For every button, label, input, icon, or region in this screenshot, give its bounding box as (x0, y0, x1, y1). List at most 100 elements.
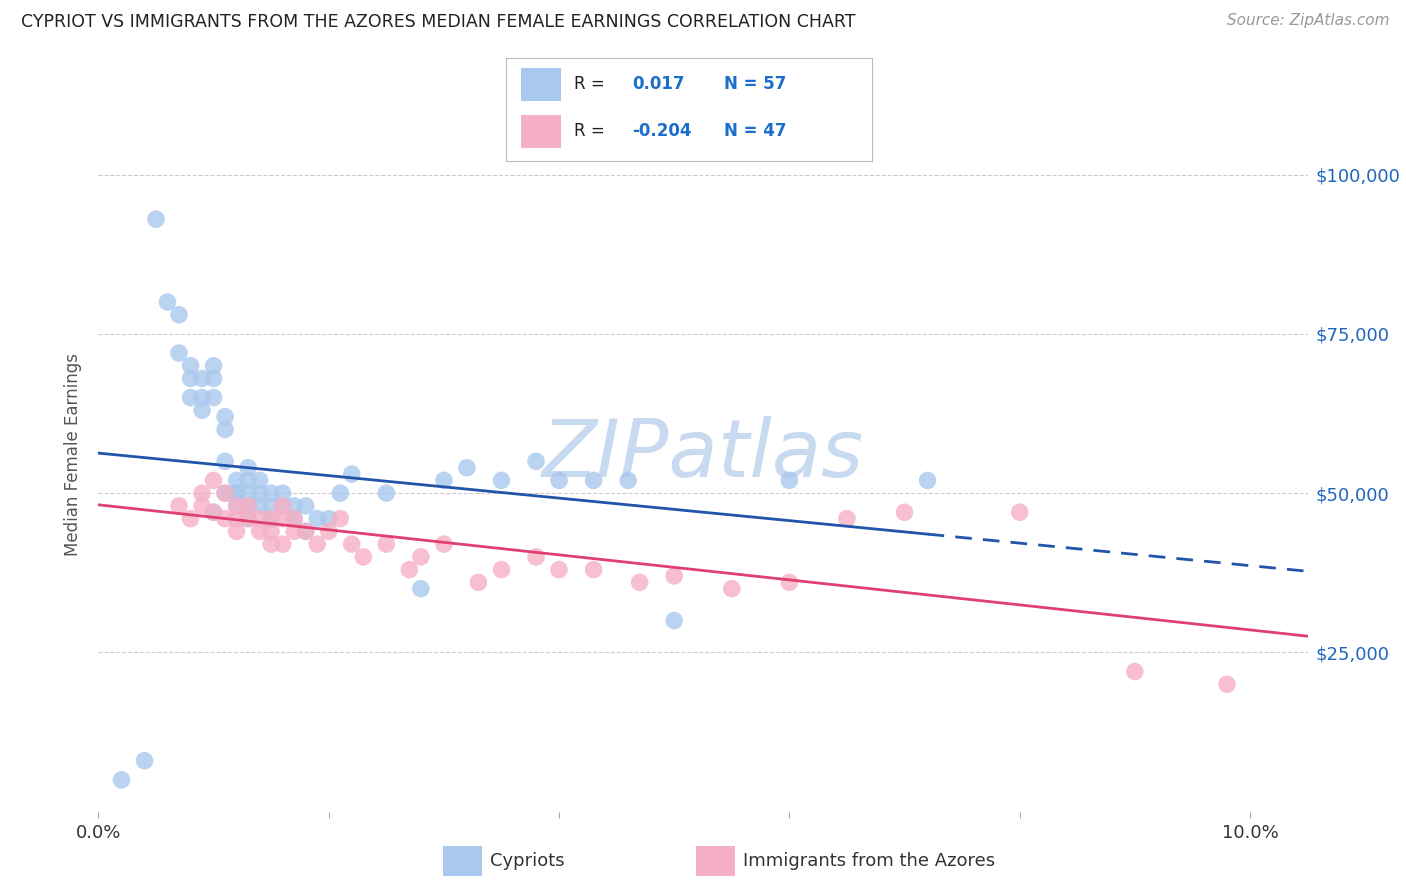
Point (307, 537, 329, 551)
Point (225, 499, 247, 513)
Point (433, 474, 456, 488)
Point (329, 511, 352, 525)
Point (375, 486, 398, 500)
Bar (443, 847, 481, 876)
Point (491, 474, 513, 488)
Point (202, 391, 225, 405)
Text: CYPRIOT VS IMMIGRANTS FROM THE AZORES MEDIAN FEMALE EARNINGS CORRELATION CHART: CYPRIOT VS IMMIGRANTS FROM THE AZORES ME… (21, 13, 856, 31)
Point (456, 460, 478, 475)
Point (249, 486, 271, 500)
Point (180, 371, 202, 385)
Point (214, 454, 236, 468)
Point (236, 511, 259, 525)
Point (307, 511, 329, 525)
Text: -0.204: -0.204 (633, 122, 692, 140)
Point (191, 499, 214, 513)
Point (778, 575, 800, 590)
Point (409, 582, 432, 596)
Point (225, 486, 247, 500)
Text: N = 47: N = 47 (724, 122, 786, 140)
Point (294, 499, 316, 513)
Point (433, 537, 456, 551)
Text: Source: ZipAtlas.com: Source: ZipAtlas.com (1226, 13, 1389, 29)
Point (260, 499, 283, 513)
Point (467, 575, 489, 590)
Text: ZIPatlas: ZIPatlas (541, 416, 865, 494)
Point (271, 537, 294, 551)
Point (524, 549, 547, 564)
Point (318, 524, 340, 539)
Y-axis label: Median Female Earnings: Median Female Earnings (65, 353, 83, 557)
Point (145, 212, 167, 227)
Point (180, 511, 202, 525)
Point (582, 474, 605, 488)
Point (214, 511, 236, 525)
Point (236, 474, 259, 488)
Point (249, 474, 271, 488)
Point (225, 474, 247, 488)
Point (283, 499, 305, 513)
Bar (696, 847, 735, 876)
Point (1216, 677, 1239, 691)
Point (271, 511, 294, 525)
Point (260, 511, 283, 525)
Point (720, 582, 742, 596)
Point (214, 409, 236, 424)
Point (283, 511, 305, 525)
Point (1123, 665, 1146, 679)
Point (271, 499, 294, 513)
Point (225, 499, 247, 513)
Point (180, 359, 202, 373)
Point (260, 511, 283, 525)
Point (249, 499, 271, 513)
Point (664, 614, 686, 628)
Text: Cypriots: Cypriots (491, 852, 565, 870)
Point (524, 454, 547, 468)
Point (167, 346, 190, 360)
Bar (520, 115, 561, 148)
Point (664, 569, 686, 583)
Text: 0.017: 0.017 (633, 75, 685, 93)
Point (260, 524, 283, 539)
Point (375, 537, 398, 551)
Point (236, 511, 259, 525)
Point (202, 505, 225, 519)
Point (260, 486, 283, 500)
Point (318, 511, 340, 525)
Point (893, 505, 915, 519)
Text: Immigrants from the Azores: Immigrants from the Azores (744, 852, 995, 870)
Point (236, 486, 259, 500)
Point (202, 474, 225, 488)
Point (191, 391, 214, 405)
Point (491, 563, 513, 577)
Point (214, 422, 236, 436)
Point (167, 308, 190, 322)
Point (1008, 505, 1031, 519)
Point (180, 391, 202, 405)
Point (236, 460, 259, 475)
Point (548, 474, 571, 488)
Point (225, 486, 247, 500)
Point (271, 486, 294, 500)
Point (249, 511, 271, 525)
Point (294, 524, 316, 539)
Point (398, 563, 420, 577)
Point (329, 486, 352, 500)
Point (191, 371, 214, 385)
Point (202, 505, 225, 519)
Point (628, 575, 651, 590)
Text: N = 57: N = 57 (724, 75, 786, 93)
Point (340, 467, 363, 481)
Point (835, 511, 858, 525)
Point (617, 474, 640, 488)
Point (156, 295, 179, 310)
Point (214, 486, 236, 500)
Point (225, 511, 247, 525)
Point (134, 754, 156, 768)
Text: R =: R = (574, 122, 605, 140)
Point (236, 499, 259, 513)
Point (917, 474, 939, 488)
Point (236, 499, 259, 513)
Point (271, 499, 294, 513)
Point (191, 486, 214, 500)
